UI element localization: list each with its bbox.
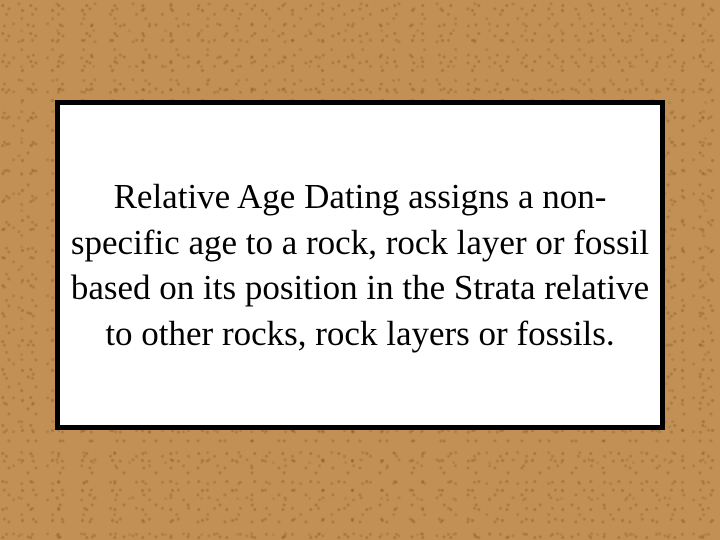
definition-text-box: Relative Age Dating assigns a non-specif… [55, 100, 665, 430]
definition-text: Relative Age Dating assigns a non-specif… [66, 174, 654, 356]
slide-background: Relative Age Dating assigns a non-specif… [0, 0, 720, 540]
